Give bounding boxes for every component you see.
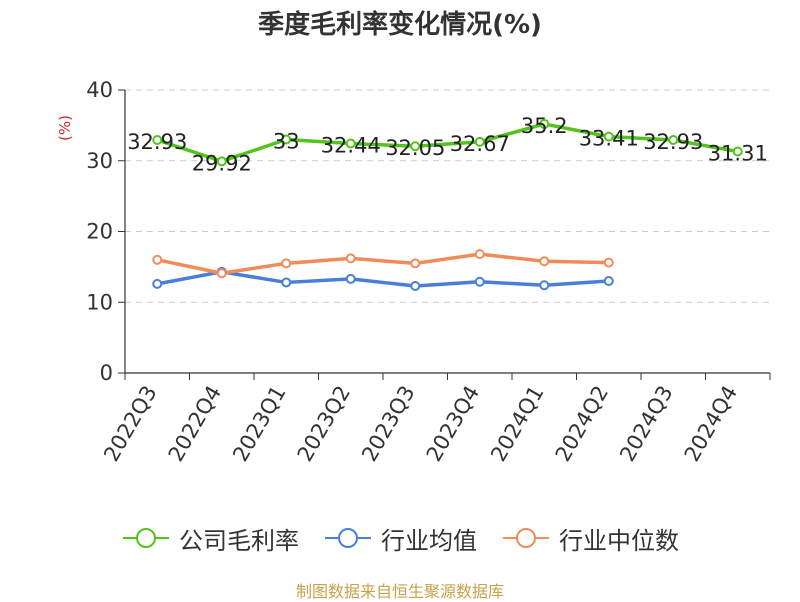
data-point — [474, 276, 485, 287]
data-label: 29.92 — [192, 151, 252, 175]
data-point — [539, 256, 550, 267]
data-point — [345, 273, 356, 284]
y-tick-label: 10 — [86, 290, 113, 314]
data-label: 32.44 — [321, 133, 381, 157]
legend-item[interactable]: 公司毛利率 — [121, 521, 299, 556]
data-label: 33 — [273, 130, 300, 154]
y-tick-label: 30 — [86, 149, 113, 173]
data-point — [152, 278, 163, 289]
y-tick-label: 0 — [100, 361, 113, 385]
data-label: 32.93 — [643, 130, 703, 154]
legend-label: 行业均值 — [381, 526, 477, 555]
data-point — [281, 134, 292, 145]
data-point — [345, 138, 356, 149]
x-tick-label: 2022Q3 — [99, 382, 161, 466]
x-tick-label: 2022Q4 — [164, 382, 226, 466]
source-note: 制图数据来自恒生聚源数据库 — [295, 582, 504, 601]
x-tick-label: 2024Q4 — [680, 382, 742, 466]
data-point — [603, 131, 614, 142]
data-point — [410, 280, 421, 291]
legend-swatch — [123, 528, 169, 548]
data-point — [539, 280, 550, 291]
data-label: 32.67 — [450, 132, 510, 156]
data-point — [281, 258, 292, 269]
legend-label: 公司毛利率 — [179, 526, 299, 555]
data-label: 33.41 — [579, 127, 639, 151]
y-tick-label: 20 — [86, 220, 113, 244]
legend-item[interactable]: 行业均值 — [323, 521, 477, 556]
data-point — [539, 118, 550, 129]
data-point — [152, 135, 163, 146]
data-point — [345, 253, 356, 264]
data-point — [410, 258, 421, 269]
x-tick-label: 2024Q3 — [615, 382, 677, 466]
x-tick-label: 2023Q4 — [422, 382, 484, 466]
x-tick-label: 2024Q2 — [551, 382, 613, 466]
legend-swatch — [325, 528, 371, 548]
data-point — [603, 276, 614, 287]
legend-swatch — [503, 528, 549, 548]
series-line — [156, 270, 609, 288]
data-point — [281, 277, 292, 288]
data-point — [474, 249, 485, 260]
series-line — [156, 252, 609, 275]
data-label: 31.31 — [708, 141, 768, 165]
data-point — [603, 257, 614, 268]
y-axis-label: (%) — [56, 115, 74, 141]
data-point — [410, 141, 421, 152]
data-point — [216, 268, 227, 279]
x-tick-label: 2023Q1 — [228, 382, 290, 466]
data-label: 32.93 — [127, 130, 187, 154]
data-point — [474, 136, 485, 147]
chart-title: 季度毛利率变化情况(%) — [258, 10, 542, 40]
data-label: 32.05 — [385, 136, 445, 160]
legend-label: 行业中位数 — [559, 526, 679, 555]
data-point — [668, 135, 679, 146]
legend: 公司毛利率 行业均值 行业中位数 — [0, 520, 800, 556]
x-tick-label: 2023Q3 — [357, 382, 419, 466]
data-point — [216, 156, 227, 167]
x-tick-label: 2023Q2 — [293, 382, 355, 466]
data-point — [732, 146, 743, 157]
data-point — [152, 254, 163, 265]
data-label: 35.2 — [521, 114, 568, 138]
series-line — [156, 122, 739, 164]
x-tick-label: 2024Q1 — [486, 382, 548, 466]
legend-item[interactable]: 行业中位数 — [501, 521, 679, 556]
y-tick-label: 40 — [86, 78, 113, 102]
